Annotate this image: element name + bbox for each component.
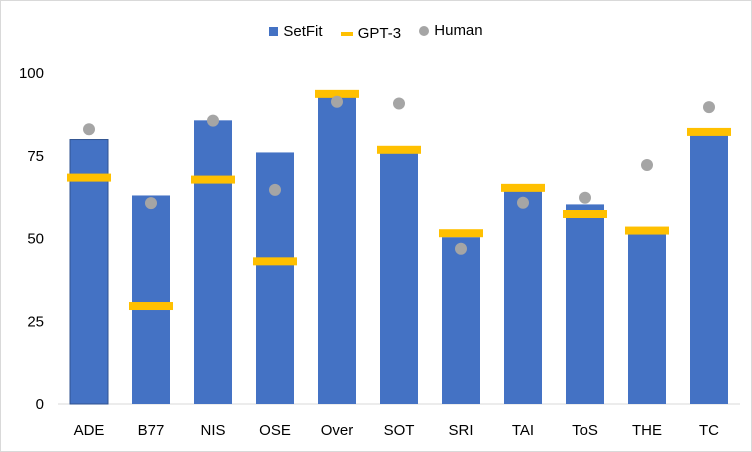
dot-human [393, 97, 405, 110]
legend-label-gpt3: GPT-3 [357, 25, 402, 42]
legend: SetFit GPT-3 Human [0, 22, 752, 42]
dot-human [703, 101, 715, 114]
bar-setfit [504, 189, 542, 404]
x-tick-label: TC [699, 422, 719, 439]
dot-human [145, 197, 157, 210]
bar-setfit [132, 195, 170, 404]
y-tick-label: 0 [36, 396, 44, 413]
dot-human [83, 123, 95, 136]
marker-gpt3 [501, 183, 545, 192]
x-tick-label: SRI [448, 422, 473, 439]
x-tick-label: Over [321, 422, 354, 439]
bar-setfit [566, 204, 604, 404]
marker-gpt3 [687, 127, 731, 136]
y-tick-label: 25 [27, 313, 44, 330]
legend-item-gpt3: GPT-3 [340, 25, 402, 42]
dot-human [517, 196, 529, 209]
y-tick-label: 50 [27, 231, 44, 248]
x-tick-label: TAI [512, 422, 534, 439]
dot-human [579, 191, 591, 204]
dot-human [641, 159, 653, 172]
legend-swatch-human [419, 25, 430, 36]
x-tick-label: NIS [200, 422, 225, 439]
dot-human [269, 183, 281, 196]
marker-gpt3 [67, 173, 111, 182]
legend-item-human: Human [419, 22, 483, 39]
legend-swatch-setfit [269, 26, 279, 36]
legend-swatch-gpt3 [340, 31, 353, 36]
y-tick-label: 75 [27, 148, 44, 165]
bar-setfit [442, 237, 480, 404]
dot-human [207, 114, 219, 127]
bar-setfit [194, 120, 232, 404]
y-tick-label: 100 [19, 65, 44, 82]
dot-human [331, 95, 343, 108]
x-tick-label: OSE [259, 422, 291, 439]
marker-gpt3 [191, 175, 235, 184]
marker-gpt3 [253, 257, 297, 266]
bar-setfit [318, 94, 356, 405]
x-tick-label: SOT [384, 422, 415, 439]
marker-gpt3 [377, 145, 421, 154]
marker-gpt3 [315, 89, 359, 98]
marker-gpt3 [439, 229, 483, 238]
marker-gpt3 [625, 226, 669, 235]
marker-gpt3 [129, 302, 173, 311]
marker-gpt3 [563, 210, 607, 219]
legend-label-setfit: SetFit [283, 22, 323, 40]
dot-human [455, 242, 467, 255]
x-tick-label: B77 [138, 422, 165, 439]
legend-label-human: Human [434, 22, 483, 39]
bar-setfit [380, 150, 418, 404]
bar-setfit [628, 232, 666, 404]
x-tick-label: ADE [74, 422, 105, 439]
x-tick-label: ToS [572, 422, 598, 439]
bar-setfit [69, 139, 109, 405]
legend-item-setfit: SetFit [269, 22, 323, 40]
bar-setfit [690, 135, 728, 404]
x-tick-label: THE [632, 422, 662, 439]
